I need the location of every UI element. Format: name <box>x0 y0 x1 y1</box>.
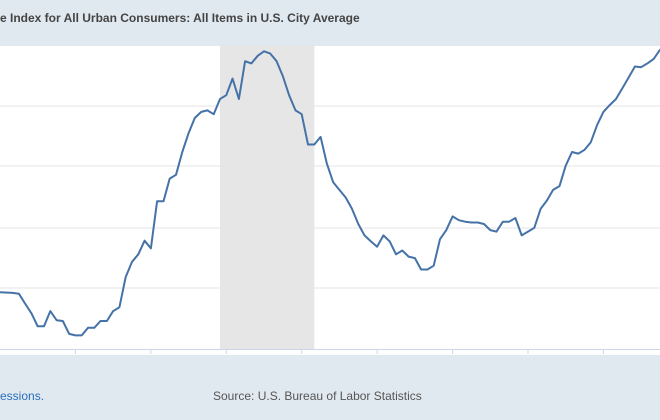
chart-header: e Index for All Urban Consumers: All Ite… <box>0 0 660 46</box>
source-attribution: Source: U.S. Bureau of Labor Statistics <box>213 389 422 403</box>
chart-footer: essions. Source: U.S. Bureau of Labor St… <box>0 355 660 420</box>
chart-title: e Index for All Urban Consumers: All Ite… <box>0 11 360 25</box>
series-line-0[interactable] <box>0 48 660 337</box>
line-chart[interactable]: Jan 1972Jan 1973Jan 1974Jan 1975Jan 1976… <box>0 46 660 355</box>
recession-band-0 <box>220 46 315 349</box>
recession-note-link[interactable]: essions. <box>0 389 45 403</box>
